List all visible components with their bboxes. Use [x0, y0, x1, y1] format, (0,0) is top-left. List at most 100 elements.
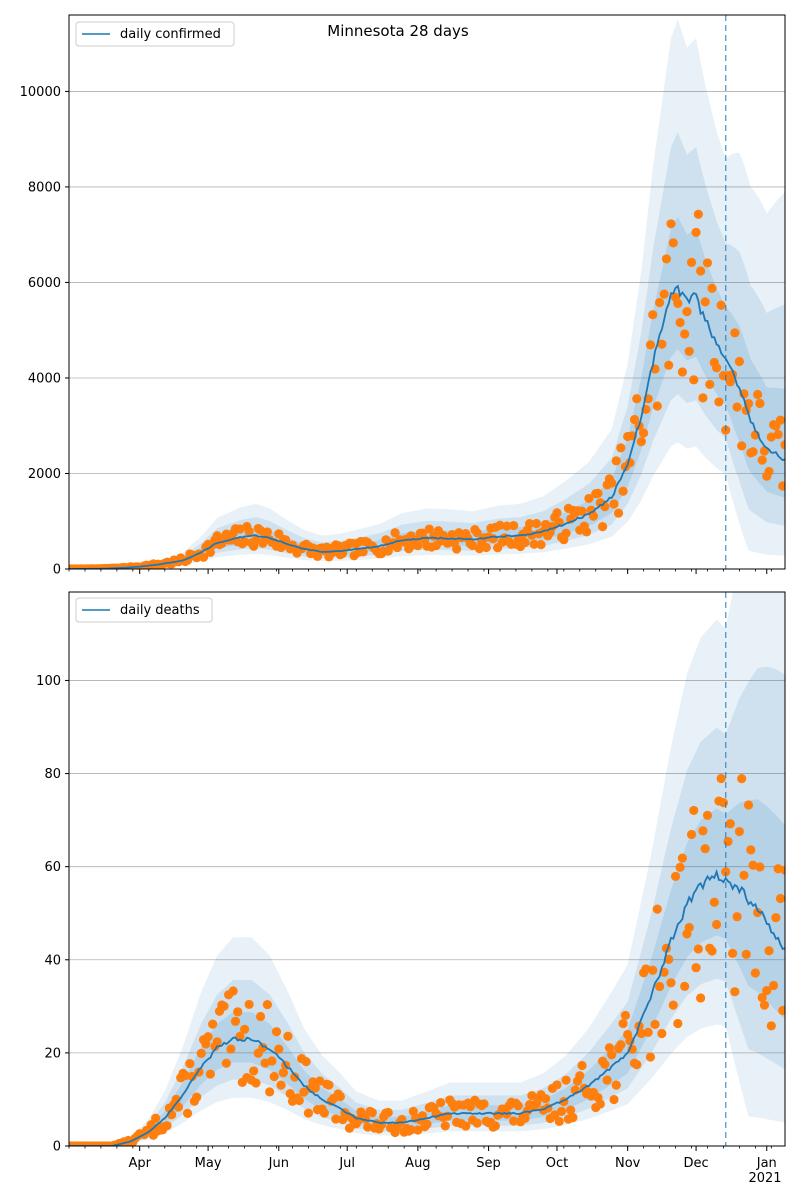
- data-point: [363, 1122, 373, 1132]
- plot-frame: [68, 591, 786, 1147]
- data-point: [753, 907, 763, 918]
- data-point: [600, 1059, 610, 1070]
- data-point: [737, 774, 747, 784]
- data-point: [413, 1125, 423, 1135]
- data-point: [737, 441, 747, 451]
- data-point: [657, 339, 667, 349]
- data-point: [732, 912, 742, 922]
- median-line: [69, 284, 785, 569]
- data-point: [556, 1106, 567, 1117]
- data-point: [659, 289, 669, 299]
- data-point: [693, 944, 703, 954]
- data-point: [566, 1105, 576, 1115]
- confirmed-panel: 0 2000 4000 6000 8000 10000 daily confirmed M…: [20, 14, 786, 578]
- data-point: [239, 1024, 250, 1034]
- data-point: [440, 1121, 450, 1131]
- y-tick-label: 60: [44, 860, 61, 875]
- data-point: [689, 805, 699, 816]
- data-point: [764, 946, 774, 956]
- data-point: [299, 1087, 309, 1097]
- data-point: [645, 340, 656, 350]
- data-point: [613, 508, 624, 518]
- year-label: 2021: [748, 1171, 781, 1186]
- data-point: [734, 356, 744, 367]
- data-point: [392, 542, 402, 553]
- data-point: [629, 414, 640, 425]
- data-point: [732, 402, 742, 412]
- data-point: [151, 1113, 161, 1123]
- x-tick-label: Jun: [268, 1156, 289, 1171]
- data-point: [529, 539, 539, 549]
- x-tick-label: Jan: [756, 1156, 777, 1171]
- chart-title: Minnesota 28 days: [327, 22, 469, 40]
- data-point: [255, 525, 266, 536]
- x-tick-label: Jul: [338, 1156, 355, 1171]
- legend: daily confirmed: [75, 21, 235, 47]
- data-point: [780, 865, 785, 875]
- data-point: [333, 541, 343, 551]
- median-series-line: [69, 868, 785, 1146]
- data-point: [727, 948, 738, 958]
- data-point: [479, 1099, 489, 1109]
- data-point: [310, 1083, 320, 1093]
- data-point: [290, 1072, 300, 1082]
- data-point: [652, 401, 662, 411]
- data-point: [584, 493, 594, 504]
- data-point: [205, 547, 215, 557]
- data-point: [746, 845, 756, 855]
- data-point: [755, 398, 765, 409]
- data-point: [616, 1040, 626, 1050]
- data-point: [668, 238, 678, 248]
- data-point: [636, 437, 646, 447]
- data-point: [205, 1069, 215, 1079]
- data-point: [741, 949, 751, 960]
- data-point: [775, 893, 785, 904]
- data-point: [303, 1108, 314, 1118]
- data-point: [702, 810, 713, 820]
- data-point: [271, 1027, 282, 1037]
- x-tick-label: Nov: [615, 1156, 641, 1171]
- data-point: [319, 1108, 329, 1118]
- data-point: [666, 978, 676, 988]
- data-point: [661, 254, 672, 264]
- y-tick-label: 40: [44, 953, 61, 968]
- data-point: [509, 1116, 519, 1126]
- data-point: [654, 981, 665, 992]
- data-point: [554, 517, 564, 527]
- data-point: [680, 329, 690, 339]
- data-point: [249, 1066, 259, 1076]
- data-point: [276, 1080, 286, 1090]
- data-point: [664, 954, 674, 964]
- data-point: [531, 518, 542, 529]
- data-point: [335, 1091, 345, 1102]
- data-point: [561, 1075, 571, 1085]
- data-point: [643, 1027, 653, 1038]
- data-point: [283, 1031, 293, 1041]
- data-point: [677, 853, 687, 863]
- y-tick-label: 0: [53, 1140, 61, 1155]
- data-point: [689, 375, 699, 385]
- confidence-bands: [69, 19, 785, 569]
- data-point: [725, 819, 735, 829]
- data-point: [331, 1114, 341, 1124]
- data-point: [618, 1018, 628, 1029]
- data-point: [513, 1101, 523, 1111]
- y-tick-label: 4000: [28, 371, 61, 386]
- x-tick-label: May: [195, 1156, 222, 1171]
- data-point: [201, 1039, 211, 1049]
- data-point: [607, 478, 617, 488]
- data-point: [753, 389, 763, 400]
- data-point: [698, 393, 708, 403]
- data-point: [520, 1113, 530, 1123]
- data-point: [561, 528, 571, 538]
- data-point: [654, 297, 665, 308]
- data-point: [285, 1089, 295, 1099]
- data-point: [490, 1121, 501, 1131]
- data-point: [502, 521, 512, 531]
- data-point: [324, 1080, 334, 1090]
- data-point: [773, 429, 783, 440]
- data-point: [780, 440, 785, 450]
- legend-box: [75, 597, 213, 623]
- data-point: [730, 328, 740, 338]
- data-point: [739, 870, 749, 880]
